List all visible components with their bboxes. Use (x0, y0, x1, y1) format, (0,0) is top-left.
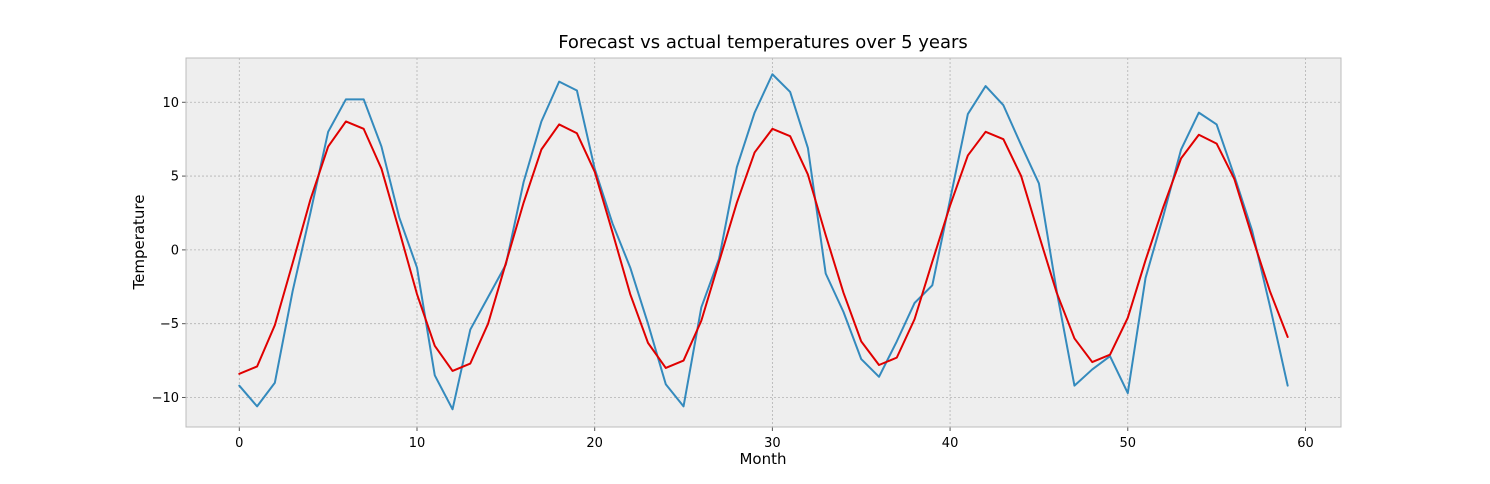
gridlines (186, 58, 1341, 427)
y-tick-label: 0 (171, 243, 179, 258)
y-tick-label: −5 (160, 317, 179, 332)
x-tick-label: 10 (409, 436, 426, 451)
y-tick-label: 10 (162, 96, 179, 111)
plot-area-background (186, 58, 1341, 427)
y-tick-label: 5 (171, 170, 179, 185)
plot-area-frame (185, 57, 1342, 428)
x-tick-label: 50 (1119, 436, 1136, 451)
x-axis-ticks: 0 10 20 30 40 50 60 (235, 427, 1314, 451)
series-group (238, 73, 1289, 411)
series-line-1 (238, 73, 1289, 411)
y-tick-label: −10 (152, 391, 179, 406)
series-line-2 (238, 120, 1289, 375)
x-tick-label: 30 (764, 436, 781, 451)
x-tick-label: 20 (586, 436, 603, 451)
x-tick-label: 0 (235, 436, 243, 451)
x-axis-label: Month (739, 450, 786, 468)
chart-title: Forecast vs actual temperatures over 5 y… (558, 32, 968, 53)
y-axis-label: Temperature (130, 194, 148, 290)
x-tick-label: 60 (1297, 436, 1314, 451)
y-axis-ticks: −10 −5 0 5 10 (152, 96, 186, 406)
x-tick-label: 40 (942, 436, 959, 451)
